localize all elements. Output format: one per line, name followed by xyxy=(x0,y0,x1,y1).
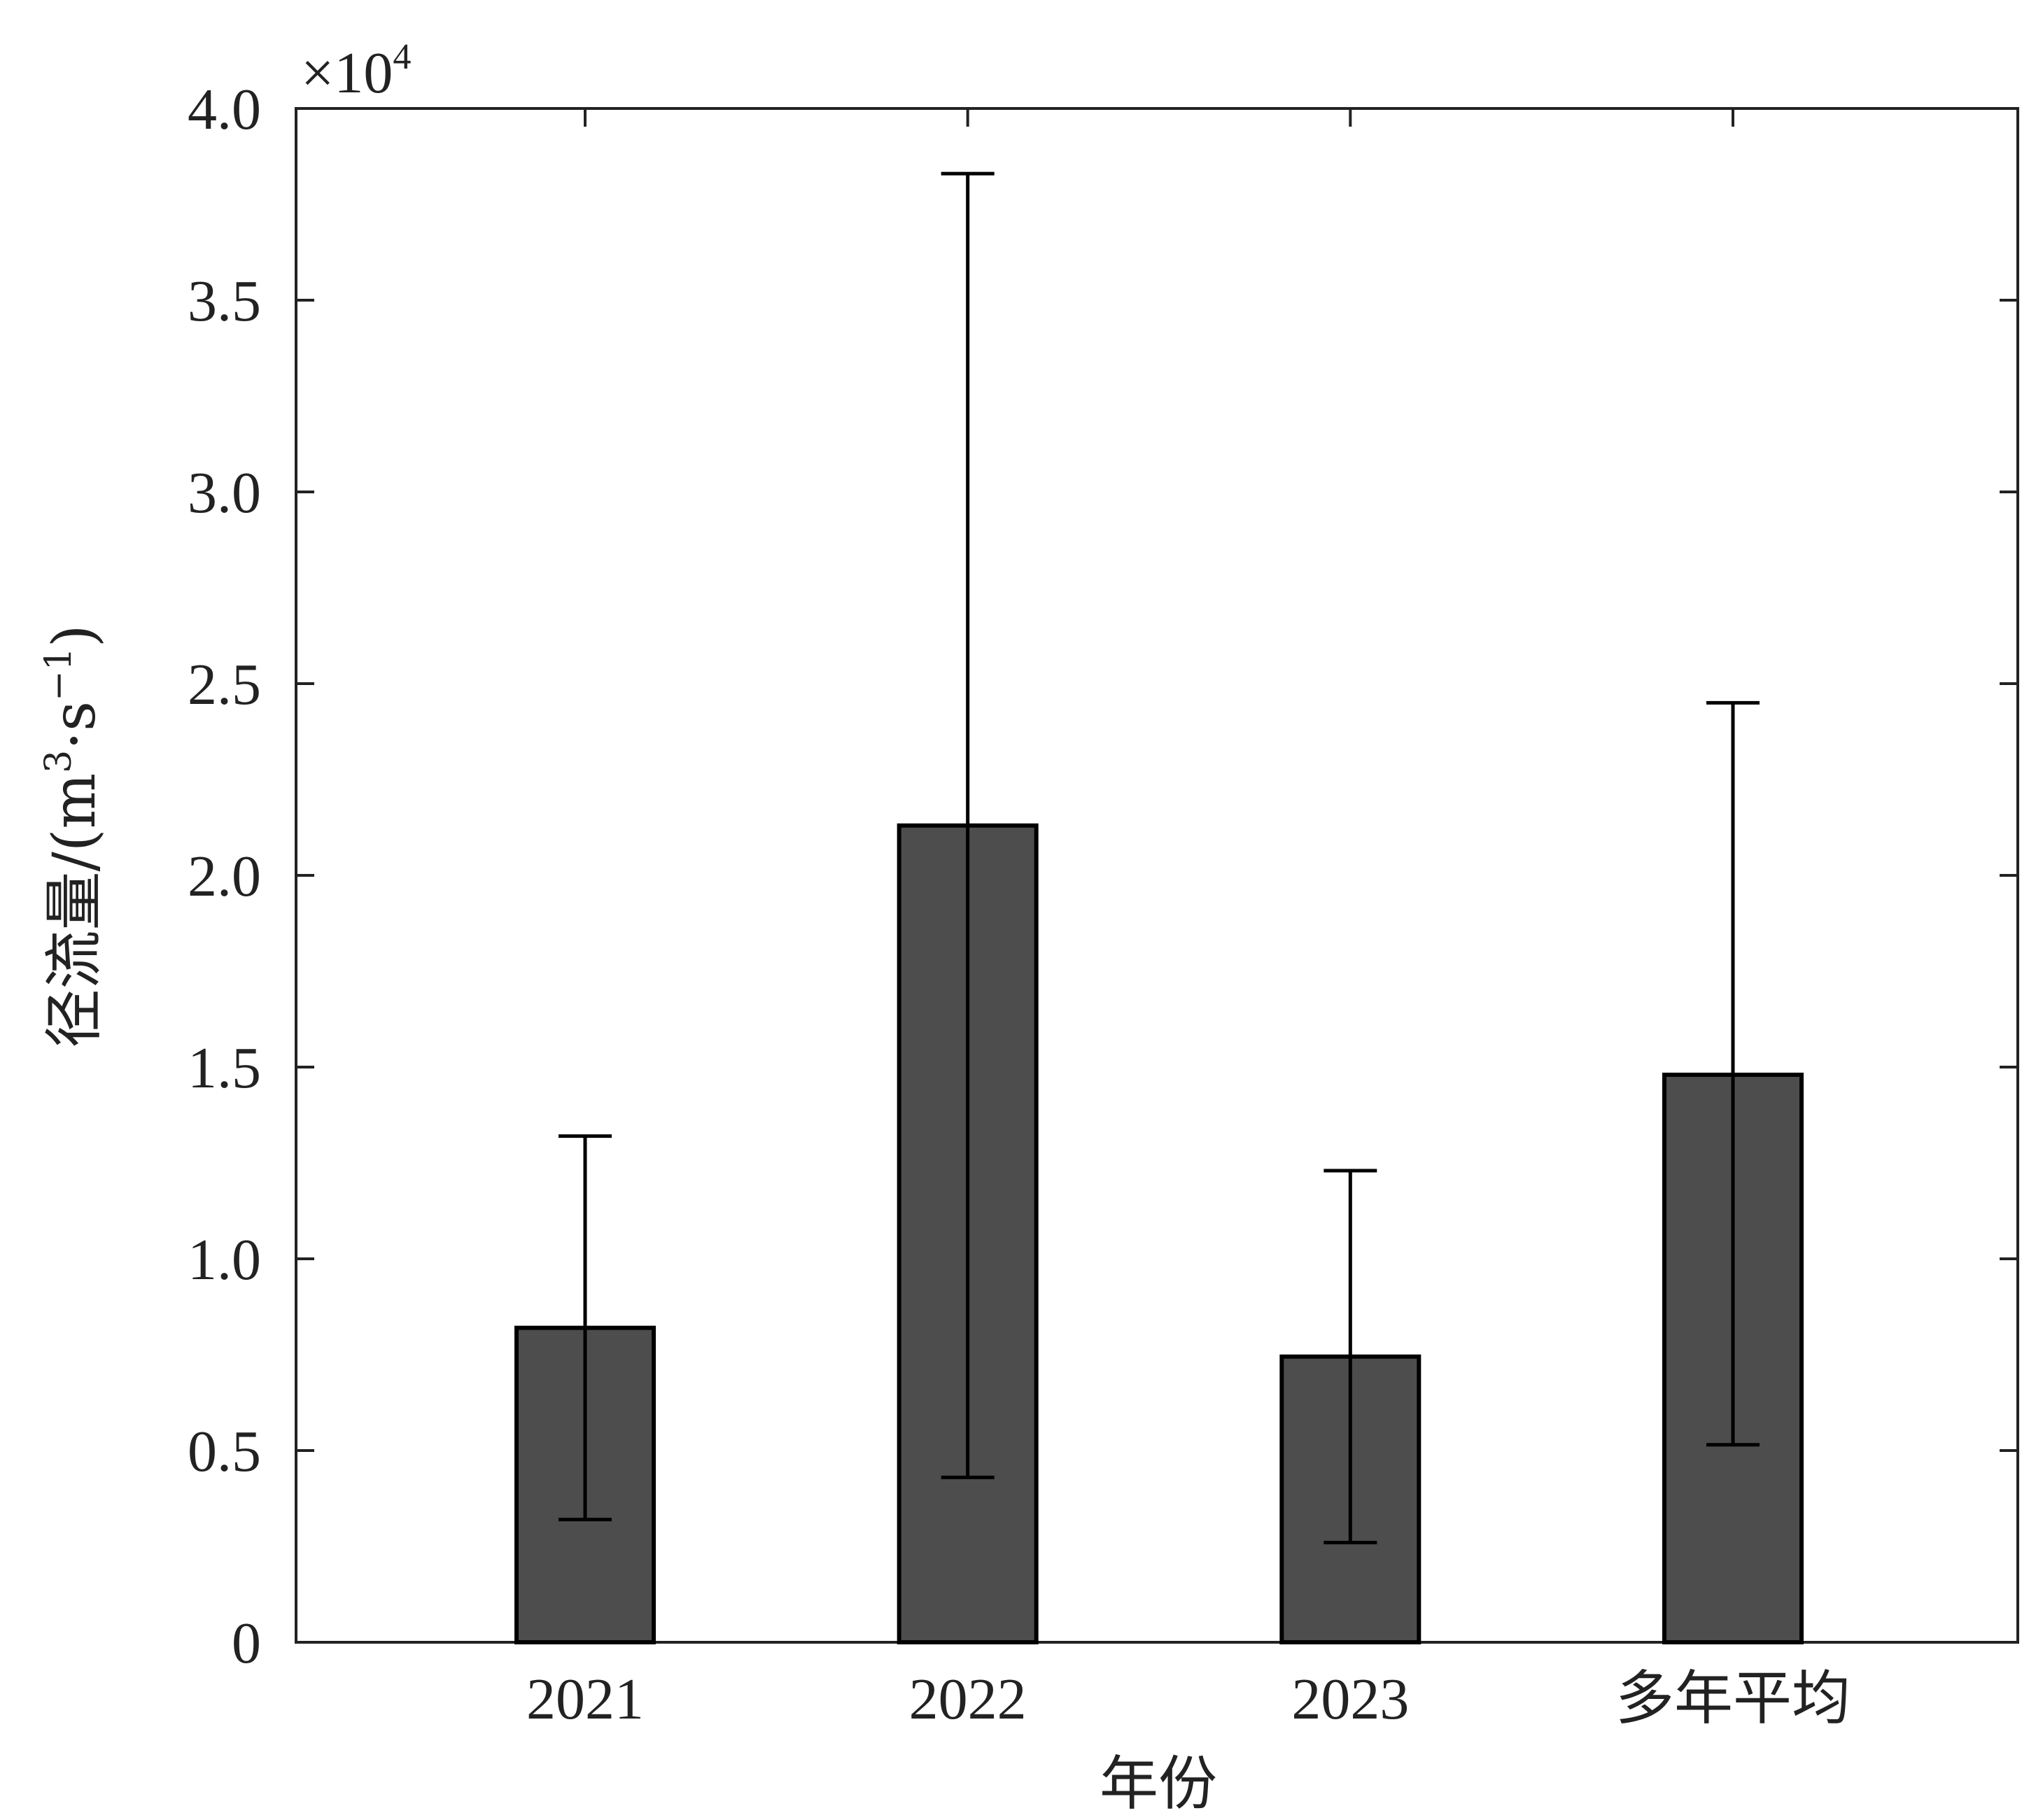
y-axis-title-superscript-1: 3 xyxy=(38,750,80,773)
bars xyxy=(514,823,1804,1644)
y-axis-multiplier: ×104 xyxy=(301,37,411,106)
y-axis-multiplier-base: ×10 xyxy=(301,41,393,106)
y-axis-title-main: 径流量/(m xyxy=(40,773,108,1048)
y-tick-label: 2.5 xyxy=(188,652,261,717)
y-tick-label: 2.0 xyxy=(188,844,261,909)
y-tick-label: 1.5 xyxy=(188,1036,261,1101)
y-tick-label: 4.0 xyxy=(188,77,261,142)
y-tick-label: 3.0 xyxy=(188,460,261,525)
x-tick-label: 多年平均 xyxy=(1615,1667,1851,1732)
x-tick-label: 2021 xyxy=(526,1667,644,1732)
x-tick-label: 2022 xyxy=(909,1667,1027,1732)
y-axis-title-end: ) xyxy=(40,624,108,647)
y-tick-label: 1.0 xyxy=(188,1227,261,1292)
y-axis-title-superscript-2: −1 xyxy=(38,647,80,701)
x-axis-title: 年份 xyxy=(1100,1749,1217,1818)
x-axis-ticks: 2021 2022 2023 多年平均 xyxy=(526,108,1851,1732)
error-bars xyxy=(559,171,1760,1545)
y-axis-ticks: 0 0.5 1.0 1.5 2.0 2.5 3.0 3.5 4.0 xyxy=(188,77,2018,1676)
x-tick-label: 2023 xyxy=(1291,1667,1409,1732)
y-axis-multiplier-exponent: 4 xyxy=(393,37,411,77)
y-axis-title: 径流量/(m3·s−1) xyxy=(38,624,108,1047)
y-axis-title-middle: ·s xyxy=(40,701,108,750)
y-tick-label: 0.5 xyxy=(188,1419,261,1484)
y-tick-label: 0 xyxy=(232,1611,261,1676)
y-tick-label: 3.5 xyxy=(188,269,261,334)
